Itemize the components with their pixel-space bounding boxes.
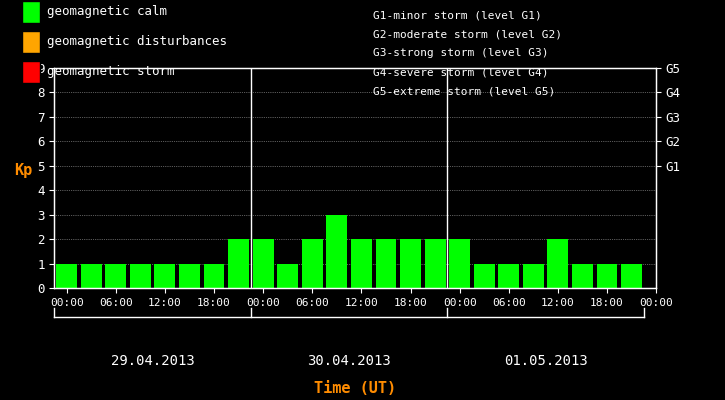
- Bar: [130, 264, 151, 288]
- Text: geomagnetic storm: geomagnetic storm: [47, 66, 175, 78]
- Text: geomagnetic disturbances: geomagnetic disturbances: [47, 36, 227, 48]
- Text: 01.05.2013: 01.05.2013: [504, 354, 587, 368]
- Bar: [228, 239, 249, 288]
- Bar: [80, 264, 102, 288]
- Text: G3-strong storm (level G3): G3-strong storm (level G3): [373, 48, 549, 58]
- Text: Time (UT): Time (UT): [314, 381, 397, 396]
- Bar: [547, 239, 568, 288]
- Bar: [621, 264, 642, 288]
- Bar: [572, 264, 593, 288]
- Bar: [450, 239, 470, 288]
- Bar: [105, 264, 126, 288]
- Bar: [597, 264, 618, 288]
- Text: 29.04.2013: 29.04.2013: [111, 354, 194, 368]
- Text: 30.04.2013: 30.04.2013: [307, 354, 391, 368]
- Text: G1-minor storm (level G1): G1-minor storm (level G1): [373, 10, 542, 20]
- Text: G5-extreme storm (level G5): G5-extreme storm (level G5): [373, 87, 555, 97]
- Bar: [302, 239, 323, 288]
- Bar: [376, 239, 397, 288]
- Bar: [498, 264, 519, 288]
- Bar: [253, 239, 273, 288]
- Bar: [154, 264, 175, 288]
- Bar: [204, 264, 225, 288]
- Bar: [351, 239, 372, 288]
- Bar: [523, 264, 544, 288]
- Bar: [326, 215, 347, 288]
- Text: G2-moderate storm (level G2): G2-moderate storm (level G2): [373, 29, 563, 39]
- Y-axis label: Kp: Kp: [14, 163, 33, 178]
- Bar: [473, 264, 494, 288]
- Bar: [277, 264, 298, 288]
- Bar: [400, 239, 421, 288]
- Bar: [57, 264, 77, 288]
- Text: geomagnetic calm: geomagnetic calm: [47, 6, 167, 18]
- Bar: [425, 239, 445, 288]
- Bar: [179, 264, 200, 288]
- Text: G4-severe storm (level G4): G4-severe storm (level G4): [373, 68, 549, 78]
